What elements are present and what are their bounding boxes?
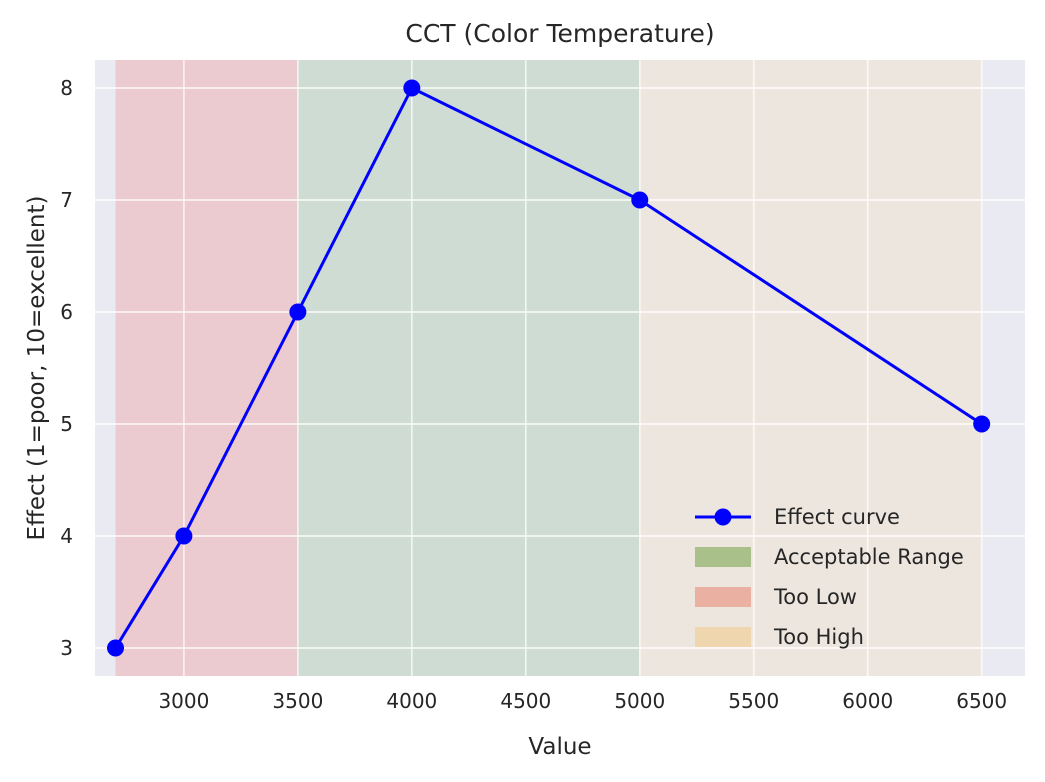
chart-title: CCT (Color Temperature) xyxy=(405,19,714,48)
x-tick-label: 4500 xyxy=(500,689,551,713)
x-tick-label: 3000 xyxy=(158,689,209,713)
x-tick-label: 5000 xyxy=(614,689,665,713)
band-acceptable-range xyxy=(297,60,640,676)
x-tick-label: 5500 xyxy=(728,689,779,713)
legend-item: Effect curve xyxy=(695,505,900,529)
legend-marker-swatch xyxy=(714,508,732,526)
legend-patch-swatch xyxy=(695,627,751,647)
series-line xyxy=(114,86,983,649)
data-point xyxy=(631,191,649,209)
y-tick-label: 5 xyxy=(60,412,73,436)
band-too-low xyxy=(115,60,298,676)
tick-labels: 3000 3500 4000 4500 5000 5500 6000 6500 3 4 5 6 7 8 xyxy=(60,76,1007,713)
data-point xyxy=(175,527,193,545)
legend-item: Too Low xyxy=(695,585,857,609)
data-point xyxy=(403,79,421,97)
legend-patch-swatch xyxy=(695,587,751,607)
data-point xyxy=(107,639,125,657)
series-layer xyxy=(107,79,991,657)
x-tick-label: 6000 xyxy=(842,689,893,713)
legend-label: Too High xyxy=(773,625,864,649)
legend-label: Too Low xyxy=(773,585,857,609)
range-bands xyxy=(115,60,982,676)
x-axis-label: Value xyxy=(528,734,591,760)
y-tick-label: 3 xyxy=(60,636,73,660)
legend-patch-swatch xyxy=(695,547,751,567)
grid-lines xyxy=(95,60,1025,676)
x-tick-label: 4000 xyxy=(386,689,437,713)
y-tick-label: 8 xyxy=(60,76,73,100)
legend-item: Too High xyxy=(695,625,864,649)
plot-background xyxy=(95,60,1025,676)
y-tick-label: 4 xyxy=(60,524,73,548)
legend-item: Acceptable Range xyxy=(695,545,964,569)
legend-label: Effect curve xyxy=(774,505,900,529)
y-axis-label: Effect (1=poor, 10=excellent) xyxy=(24,196,50,541)
legend: Effect curve Acceptable Range Too Low Too H… xyxy=(695,505,964,649)
data-point xyxy=(289,303,307,321)
y-tick-label: 7 xyxy=(60,188,73,212)
x-tick-label: 6500 xyxy=(956,689,1007,713)
y-tick-label: 6 xyxy=(60,300,73,324)
data-point xyxy=(973,415,991,433)
x-tick-label: 3500 xyxy=(272,689,323,713)
band-too-high xyxy=(639,60,982,676)
legend-label: Acceptable Range xyxy=(774,545,964,569)
